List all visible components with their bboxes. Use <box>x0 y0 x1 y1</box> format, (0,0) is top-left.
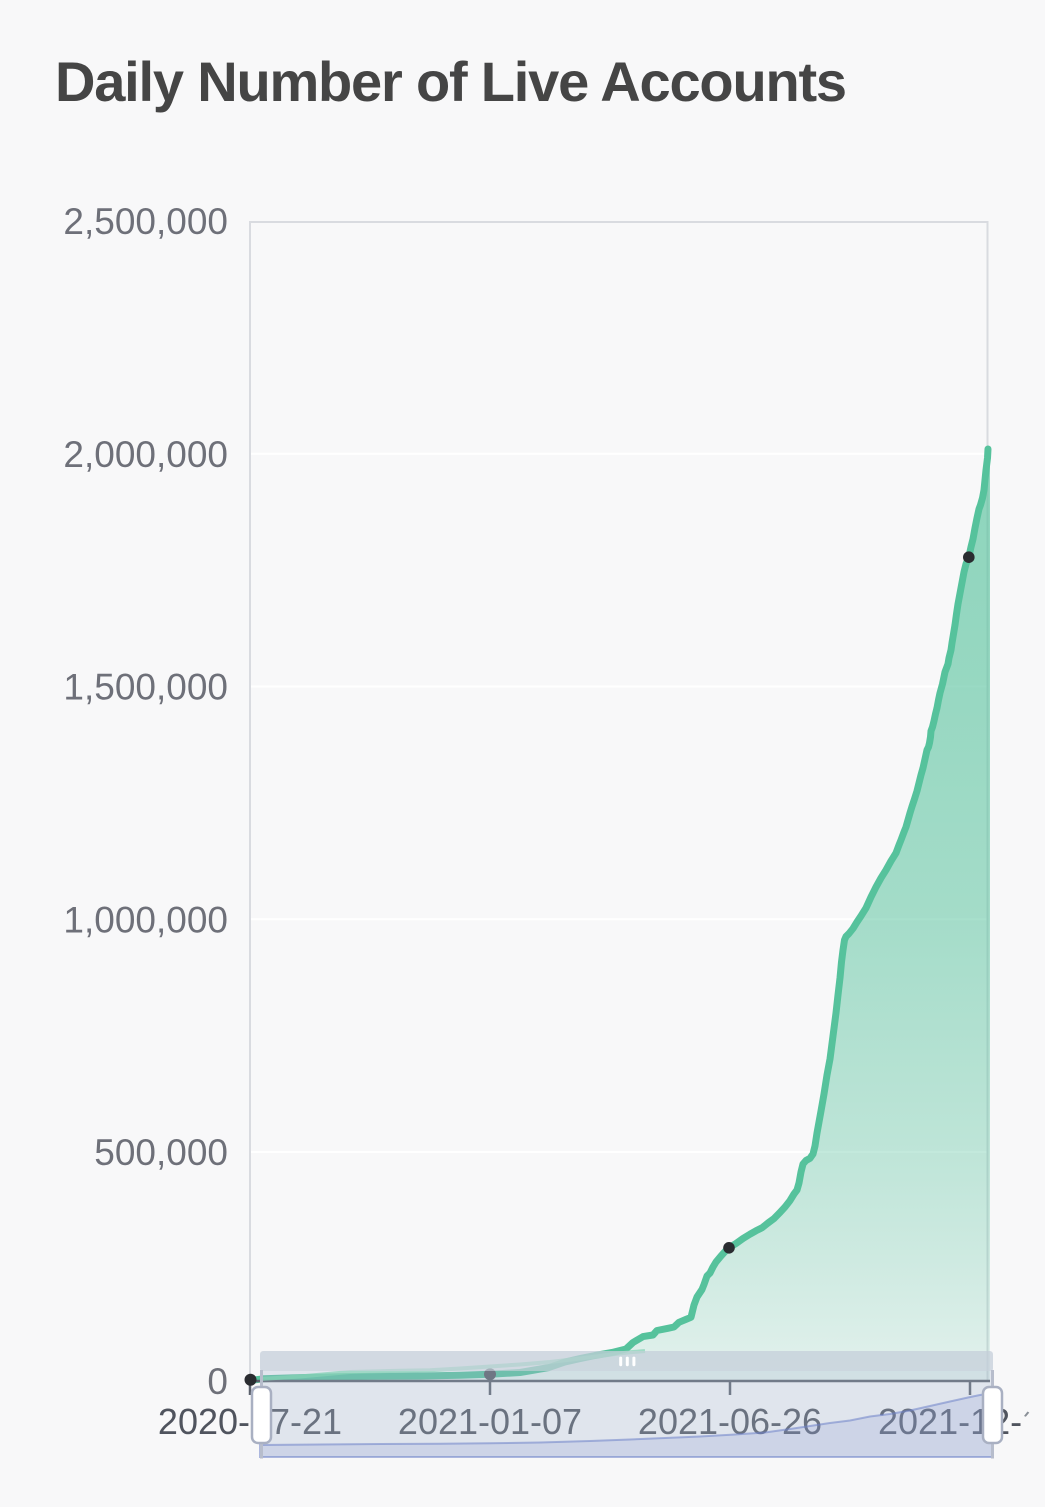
svg-text:1,500,000: 1,500,000 <box>63 667 228 708</box>
svg-text:Daily Number of Live Accounts: Daily Number of Live Accounts <box>55 50 846 113</box>
svg-text:2,500,000: 2,500,000 <box>63 201 228 242</box>
svg-text:2,000,000: 2,000,000 <box>63 434 228 475</box>
svg-text:0: 0 <box>207 1361 228 1402</box>
svg-text:2020-07-21: 2020-07-21 <box>158 1401 342 1442</box>
svg-text:2021-01-07: 2021-01-07 <box>398 1401 582 1442</box>
svg-text:500,000: 500,000 <box>94 1132 228 1173</box>
svg-text:1,000,000: 1,000,000 <box>63 899 228 940</box>
